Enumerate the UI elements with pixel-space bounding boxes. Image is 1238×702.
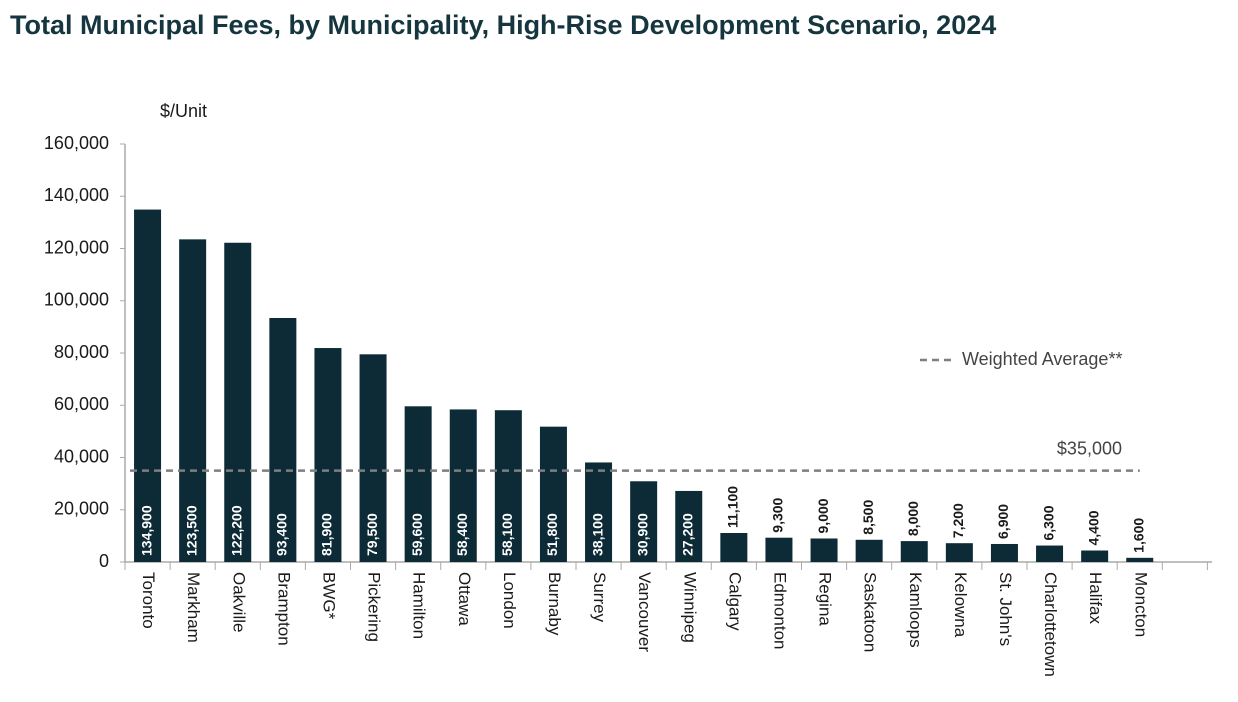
y-tick-label: 0 [99, 551, 109, 571]
x-tick-label: Kelowna [951, 572, 970, 638]
x-tick-label: Kamloops [906, 572, 925, 648]
value-label: 134,900 [138, 505, 154, 556]
bar [630, 481, 658, 562]
bar [900, 541, 928, 562]
value-label: 122,200 [228, 505, 244, 556]
value-label: 27,200 [679, 513, 695, 556]
y-tick-label: 160,000 [44, 133, 109, 153]
value-label: 123,500 [183, 505, 199, 556]
y-tick-label: 20,000 [54, 499, 109, 519]
bar [585, 462, 613, 562]
value-label: 79,500 [364, 513, 380, 556]
x-tick-label: Toronto [139, 572, 158, 629]
chart-title: Total Municipal Fees, by Municipality, H… [10, 10, 996, 40]
value-label: 11,100 [725, 486, 741, 528]
y-tick-label: 140,000 [44, 185, 109, 205]
bar [990, 543, 1018, 562]
x-tick-label: Markham [184, 572, 203, 643]
bar [134, 209, 162, 563]
x-tick-label: Vancouver [635, 572, 654, 652]
bar [314, 348, 342, 562]
bar [1081, 550, 1109, 562]
y-tick-label: 100,000 [44, 290, 109, 310]
x-tick-label: Burnaby [545, 572, 564, 636]
bar [224, 242, 252, 562]
value-label: 7,200 [950, 503, 966, 538]
bar [269, 317, 297, 562]
x-tick-label: Saskatoon [861, 572, 880, 652]
value-label: 6,300 [1040, 505, 1056, 540]
y-tick-label: 40,000 [54, 446, 109, 466]
value-label: 9,300 [770, 497, 786, 532]
value-label: 51,800 [544, 513, 560, 556]
x-tick-label: Moncton [1131, 572, 1150, 637]
value-label: 9,000 [815, 498, 831, 533]
bar [494, 410, 522, 562]
value-label: 93,400 [274, 513, 290, 556]
y-tick-label: 80,000 [54, 342, 109, 362]
value-label: 38,100 [589, 513, 605, 556]
x-tick-label: Pickering [365, 572, 384, 642]
value-label: 6,900 [995, 504, 1011, 539]
x-tick-label: Edmonton [770, 572, 789, 650]
bar [945, 543, 973, 562]
value-label: 59,600 [409, 513, 425, 556]
bar [449, 409, 477, 562]
x-tick-label: Halifax [1086, 572, 1105, 624]
bar [720, 533, 748, 562]
bar [539, 426, 567, 562]
x-tick-label: Regina [816, 572, 835, 626]
y-axis-label: $/Unit [160, 101, 207, 121]
value-label: 8,000 [905, 501, 921, 536]
value-label: 1,600 [1130, 518, 1146, 553]
bar [179, 239, 207, 562]
bar [855, 539, 883, 562]
bar [765, 537, 793, 562]
bar [675, 490, 703, 562]
value-label: 4,400 [1085, 510, 1101, 545]
x-tick-label: Winnipeg [680, 572, 699, 643]
x-tick-label: Hamilton [410, 572, 429, 639]
x-tick-label: Oakville [229, 572, 248, 632]
legend-label: Weighted Average** [962, 349, 1122, 369]
y-tick-label: 60,000 [54, 394, 109, 414]
y-tick-label: 120,000 [44, 237, 109, 257]
bar [1126, 557, 1154, 562]
x-tick-label: Charlottetown [1041, 572, 1060, 677]
value-label: 8,500 [860, 500, 876, 535]
x-tick-label: London [500, 572, 519, 629]
bar [1036, 545, 1064, 562]
x-tick-label: BWG* [319, 572, 338, 620]
value-label: 58,100 [499, 513, 515, 556]
reference-label: $35,000 [1057, 439, 1122, 459]
value-label: 81,900 [319, 513, 335, 556]
x-tick-label: Calgary [725, 572, 744, 631]
value-label: 58,400 [454, 513, 470, 556]
value-label: 30,900 [634, 513, 650, 556]
x-tick-label: Surrey [590, 572, 609, 623]
bar [404, 406, 432, 562]
x-tick-label: St. John's [996, 572, 1015, 646]
bar [359, 354, 387, 562]
x-tick-label: Ottawa [455, 572, 474, 626]
x-tick-label: Brampton [274, 572, 293, 646]
bar [810, 538, 838, 562]
